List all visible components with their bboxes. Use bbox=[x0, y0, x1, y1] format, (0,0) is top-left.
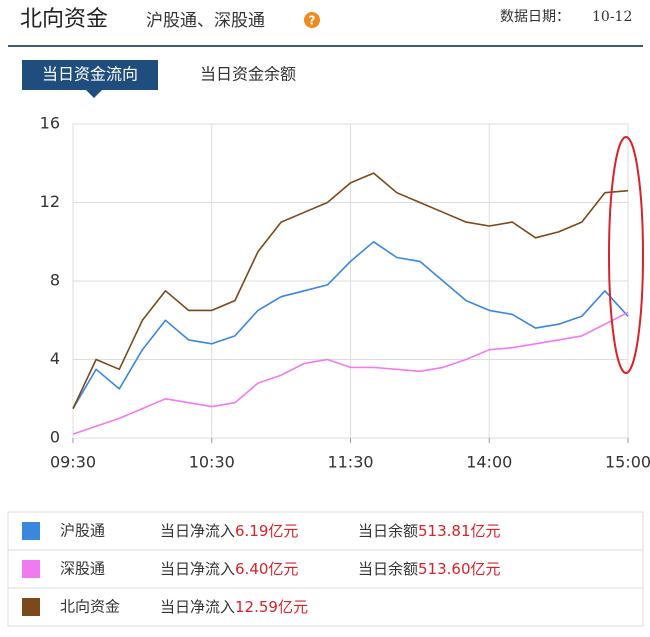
highlight-ellipse bbox=[608, 136, 644, 374]
y-tick-label: 8 bbox=[50, 271, 60, 290]
inflow: 当日净流入6.40亿元 bbox=[160, 560, 298, 578]
inflow-label: 当日净流入 bbox=[160, 522, 235, 540]
balance: 当日余额513.60亿元 bbox=[358, 560, 501, 578]
inflow-value: 6.19亿元 bbox=[235, 522, 298, 540]
legend-label: 北向资金 bbox=[60, 598, 120, 616]
help-icon[interactable] bbox=[304, 12, 320, 28]
x-tick-label: 09:30 bbox=[50, 453, 96, 472]
tab-pointer bbox=[86, 90, 102, 98]
series-line bbox=[72, 311, 629, 435]
table-row bbox=[7, 511, 644, 551]
balance-value: 513.60亿元 bbox=[418, 560, 501, 578]
inflow-label: 当日净流入 bbox=[160, 560, 235, 578]
title: 北向资金 bbox=[20, 7, 108, 32]
help-mark: ? bbox=[309, 14, 316, 28]
balance-value: 513.81亿元 bbox=[418, 522, 501, 540]
y-tick-label: 0 bbox=[50, 428, 60, 447]
inflow-value: 6.40亿元 bbox=[235, 560, 298, 578]
tab-label[interactable]: 当日资金余额 bbox=[200, 65, 296, 84]
balance-label: 当日余额 bbox=[358, 560, 418, 578]
date-label: 数据日期： bbox=[500, 9, 570, 25]
legend-swatch bbox=[22, 522, 40, 540]
legend-label: 深股通 bbox=[60, 560, 105, 578]
legend-swatch bbox=[22, 560, 40, 578]
tab-active[interactable] bbox=[22, 60, 158, 90]
series-line bbox=[72, 172, 629, 409]
x-tick-label: 15:00 bbox=[605, 453, 650, 472]
inflow: 当日净流入6.19亿元 bbox=[160, 522, 298, 540]
y-tick-label: 12 bbox=[40, 192, 60, 211]
inflow-value: 12.59亿元 bbox=[235, 598, 308, 616]
subtitle: 沪股通、深股通 bbox=[146, 11, 265, 31]
balance-label: 当日余额 bbox=[358, 522, 418, 540]
legend-label: 沪股通 bbox=[60, 522, 105, 540]
date: 10-12 bbox=[592, 9, 632, 25]
x-tick-label: 11:30 bbox=[327, 453, 373, 472]
y-tick-label: 4 bbox=[50, 349, 60, 368]
tab-label[interactable]: 当日资金流向 bbox=[42, 65, 138, 84]
y-tick-label: 16 bbox=[40, 114, 60, 133]
series-line bbox=[72, 241, 629, 410]
inflow: 当日净流入12.59亿元 bbox=[160, 598, 308, 616]
inflow-label: 当日净流入 bbox=[160, 598, 235, 616]
x-tick-label: 14:00 bbox=[466, 453, 512, 472]
table-row bbox=[7, 587, 644, 627]
legend-swatch bbox=[22, 598, 40, 616]
x-tick-label: 10:30 bbox=[189, 453, 235, 472]
balance: 当日余额513.81亿元 bbox=[358, 522, 501, 540]
